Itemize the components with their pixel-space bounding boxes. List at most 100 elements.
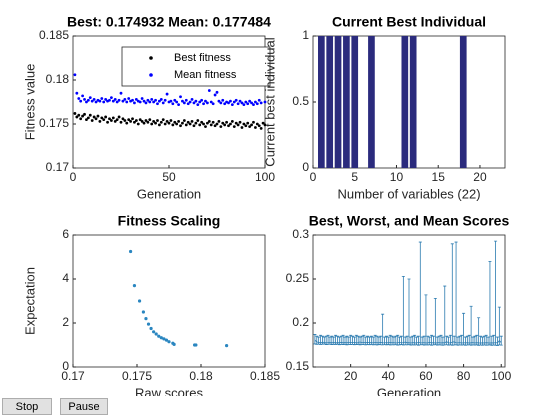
error-bar: [420, 336, 424, 346]
point: [206, 121, 209, 125]
point: [215, 90, 219, 94]
point: [246, 121, 250, 125]
point: [213, 93, 217, 97]
point: [77, 113, 81, 117]
axes-title: Fitness Scaling: [118, 213, 221, 229]
point: [163, 98, 167, 102]
point: [173, 120, 177, 124]
legend-label: Best fitness: [174, 52, 231, 64]
point: [121, 117, 125, 121]
point: [229, 122, 232, 126]
stop-button[interactable]: Stop: [2, 398, 52, 415]
point: [121, 99, 125, 103]
y-axis-label: Expectation: [22, 267, 37, 335]
axes-title: Best, Worst, and Mean Scores: [309, 213, 510, 229]
point: [104, 97, 108, 101]
point: [221, 121, 225, 125]
point: [186, 102, 190, 106]
point: [100, 116, 104, 120]
point: [119, 91, 123, 95]
point: [132, 284, 137, 288]
x-axis-label: Generation: [377, 385, 441, 396]
point: [223, 123, 227, 127]
point: [207, 119, 211, 123]
point: [140, 97, 144, 100]
point: [113, 97, 117, 101]
point: [100, 97, 104, 100]
point: [261, 121, 265, 125]
point: [204, 99, 207, 103]
y-tick-label: 0.18: [46, 72, 70, 86]
point: [198, 123, 202, 127]
point: [182, 101, 186, 105]
point: [186, 120, 190, 124]
error-bar: [433, 297, 437, 346]
point: [98, 99, 102, 103]
point: [184, 123, 188, 127]
x-axis-label: Raw scores: [135, 385, 203, 396]
point: [217, 99, 221, 103]
point: [134, 119, 138, 122]
x-tick-label: 40: [382, 369, 396, 383]
point: [131, 117, 134, 121]
point: [184, 98, 188, 102]
legend-swatch: [149, 73, 153, 77]
point: [81, 114, 84, 118]
point: [190, 119, 194, 123]
point: [182, 119, 186, 122]
point: [158, 99, 161, 103]
point: [79, 117, 83, 121]
y-tick-label: 0.185: [39, 28, 69, 42]
bar: [459, 36, 467, 168]
error-bar: [499, 335, 503, 346]
x-tick-label: 20: [473, 170, 487, 184]
point: [161, 118, 165, 121]
point: [92, 115, 96, 119]
point: [227, 101, 230, 105]
point: [85, 118, 88, 121]
point: [244, 124, 248, 128]
point: [255, 102, 259, 106]
point: [102, 100, 106, 104]
point: [159, 97, 163, 101]
point: [165, 92, 169, 96]
point: [259, 126, 263, 130]
point: [154, 98, 157, 102]
pause-button[interactable]: Pause: [60, 398, 108, 415]
point: [157, 334, 161, 338]
point: [117, 115, 121, 119]
x-tick-label: 0: [70, 170, 77, 184]
point: [242, 103, 246, 107]
point: [240, 101, 244, 105]
point: [202, 122, 205, 126]
point: [148, 118, 152, 121]
x-tick-label: 0.17: [61, 369, 85, 383]
point: [171, 102, 175, 106]
axes-title: Best: 0.174932 Mean: 0.177484: [67, 14, 271, 30]
point: [127, 97, 131, 100]
point: [229, 99, 232, 103]
point: [119, 120, 123, 124]
point: [137, 299, 142, 303]
point: [125, 100, 129, 104]
point: [88, 96, 92, 99]
y-tick-label: 0.175: [39, 116, 69, 130]
axes: [72, 234, 266, 368]
point: [175, 122, 179, 126]
point: [221, 98, 225, 102]
point: [158, 123, 161, 127]
point: [86, 116, 90, 120]
error-bar: [495, 336, 499, 346]
x-tick-label: 80: [457, 369, 471, 383]
point: [156, 102, 159, 106]
point: [223, 102, 227, 106]
point: [179, 124, 182, 128]
y-tick-label: 4: [62, 271, 69, 285]
point: [192, 124, 196, 128]
point: [161, 101, 165, 105]
point: [225, 120, 229, 124]
point: [163, 122, 167, 126]
point: [88, 113, 92, 117]
point: [248, 125, 252, 129]
